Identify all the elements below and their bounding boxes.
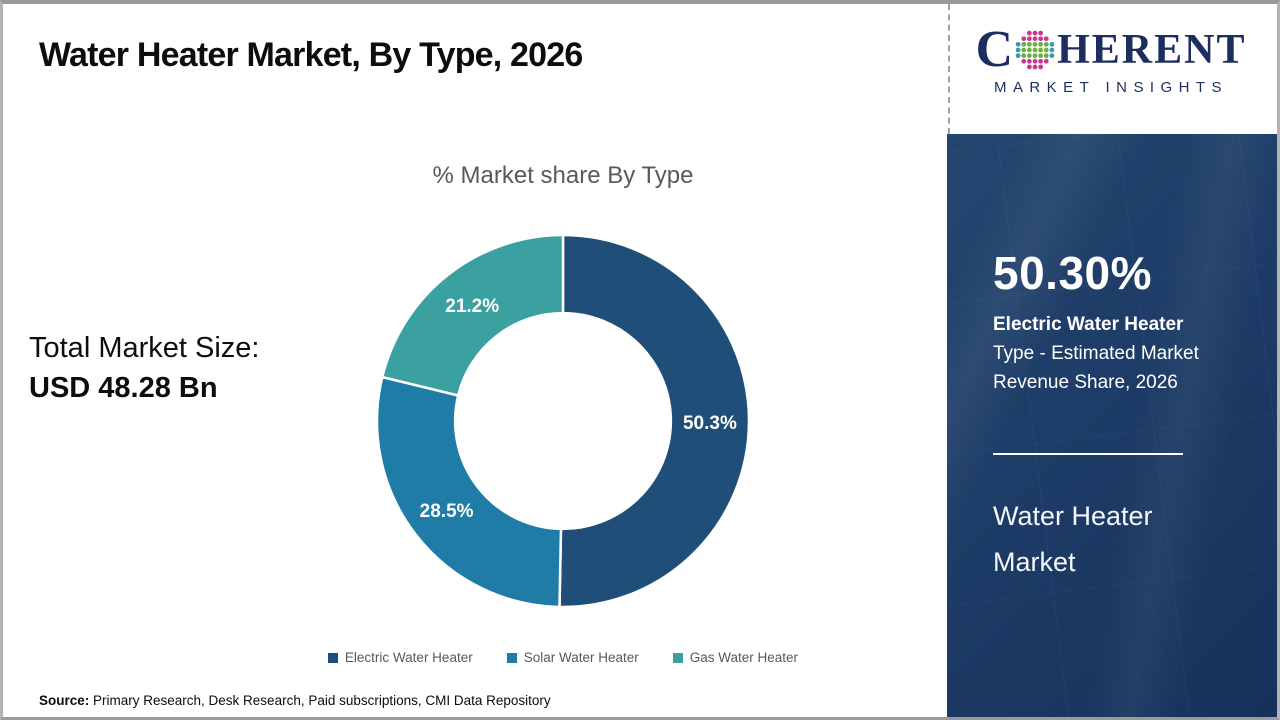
- donut-data-label: 50.3%: [683, 413, 737, 434]
- total-market-size-label: Total Market Size:: [29, 332, 260, 364]
- source-attribution: Source: Primary Research, Desk Research,…: [39, 693, 551, 708]
- legend-label: Gas Water Heater: [689, 650, 799, 665]
- sidebar-stat-segment-name: Electric Water Heater: [993, 314, 1184, 335]
- page-title: Water Heater Market, By Type, 2026: [39, 36, 583, 74]
- total-market-size: Total Market Size: USD 48.28 Bn: [29, 328, 259, 408]
- legend-swatch-icon: [672, 652, 683, 663]
- legend-swatch-icon: [506, 652, 517, 663]
- sidebar-stat-value: 50.30%: [993, 247, 1153, 299]
- sidebar-market-name-line2: Market: [993, 547, 1076, 577]
- legend-item-gas-water-heater: Gas Water Heater: [672, 650, 799, 665]
- coherent-logo: C HERENT MARKET INSIGHTS: [961, 24, 1261, 97]
- donut-chart: 50.3% 28.5% 21.2%: [375, 233, 751, 609]
- donut-slice-gas-water-heater: [380, 233, 565, 397]
- total-market-size-value: USD 48.28 Bn: [29, 372, 218, 404]
- coherent-globe-icon: [1015, 30, 1055, 70]
- legend-label: Electric Water Heater: [344, 650, 473, 665]
- header-dashed-divider: [948, 4, 950, 134]
- sidebar-highlight-panel: 50.30% Electric Water Heater Type - Esti…: [947, 134, 1277, 717]
- logo-wordmark: C HERENT: [961, 24, 1261, 76]
- chart-title: % Market share By Type: [432, 162, 694, 189]
- logo-letter-c: C: [975, 21, 1014, 78]
- sidebar-divider-line: [993, 453, 1183, 455]
- legend-label: Solar Water Heater: [523, 650, 639, 665]
- sidebar-stat-description: Electric Water Heater Type - Estimated M…: [993, 310, 1241, 397]
- legend-swatch-icon: [327, 652, 338, 663]
- donut-slice-solar-water-heater: [375, 375, 563, 609]
- sidebar-market-name-line1: Water Heater: [993, 501, 1153, 531]
- sidebar-market-name: Water Heater Market: [993, 493, 1241, 585]
- legend-item-solar-water-heater: Solar Water Heater: [506, 650, 639, 665]
- donut-slice-electric-water-heater: [558, 233, 751, 609]
- source-text: Primary Research, Desk Research, Paid su…: [89, 693, 551, 708]
- donut-data-label: 21.2%: [445, 296, 499, 317]
- source-label: Source:: [39, 693, 90, 708]
- logo-letters-herent: HERENT: [1057, 27, 1247, 73]
- logo-tagline: MARKET INSIGHTS: [994, 79, 1228, 96]
- donut-data-label: 28.5%: [420, 501, 474, 522]
- sidebar-stat-description-text: Type - Estimated Market Revenue Share, 2…: [993, 343, 1199, 393]
- legend-item-electric-water-heater: Electric Water Heater: [327, 650, 473, 665]
- chart-legend: Electric Water Heater Solar Water Heater G…: [263, 650, 863, 665]
